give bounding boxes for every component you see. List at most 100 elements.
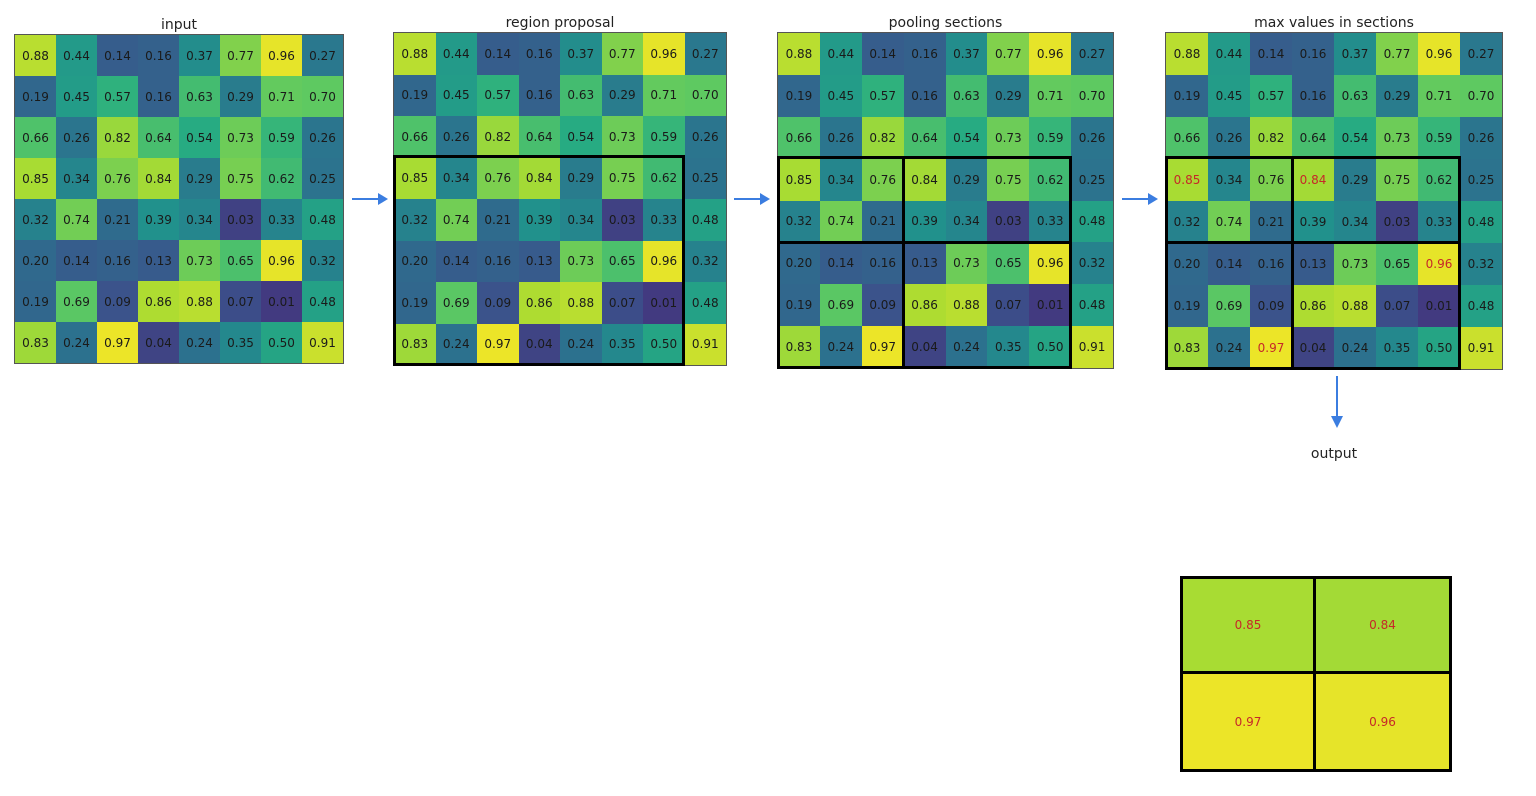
matrix-cell: 0.16	[1292, 75, 1334, 117]
matrix-cell: 0.35	[987, 326, 1030, 368]
matrix-cell: 0.27	[1071, 33, 1113, 75]
matrix-cell: 0.32	[1460, 243, 1502, 285]
matrix-cell: 0.19	[15, 76, 56, 117]
matrix-cell: 0.91	[1071, 326, 1113, 368]
matrix-cell: 0.19	[778, 74, 820, 117]
matrix-cell: 0.16	[518, 33, 560, 75]
matrix-cell: 0.85	[15, 158, 56, 199]
matrix-cell: 0.88	[945, 284, 988, 327]
matrix-cell: 0.83	[15, 322, 56, 363]
matrix-cell: 0.57	[1250, 75, 1292, 117]
output-cell: 0.84	[1316, 579, 1449, 674]
matrix-cell: 0.76	[1250, 159, 1292, 201]
matrix-cell: 0.45	[56, 76, 97, 117]
matrix-cell: 0.48	[1460, 201, 1502, 243]
matrix-cell: 0.26	[819, 116, 862, 159]
matrix-cell: 0.24	[1208, 327, 1250, 369]
region-proposal-grid: 0.88 0.44 0.14 0.16 0.37 0.77 0.96 0.27 0.19 0.45…	[393, 32, 727, 366]
matrix-cell: 0.62	[261, 158, 302, 199]
pooling-sections-grid: 0.88 0.44 0.14 0.16 0.37 0.77 0.96 0.27 0.19 0.45…	[777, 32, 1114, 369]
matrix-cell: 0.13	[138, 240, 179, 281]
matrix-cell: 0.88	[394, 33, 436, 75]
matrix-cell: 0.86	[1292, 285, 1334, 327]
matrix-cell: 0.34	[560, 199, 602, 241]
matrix-cell: 0.45	[1208, 75, 1250, 117]
matrix-cell: 0.14	[819, 242, 862, 285]
matrix-cell: 0.73	[1334, 243, 1376, 285]
matrix-cell: 0.25	[1460, 159, 1502, 201]
output-panel: 0.85 0.84 0.97 0.96	[1180, 576, 1452, 772]
matrix-cell: 0.32	[302, 240, 343, 281]
matrix-cell: 0.75	[1376, 159, 1418, 201]
matrix-cell: 0.59	[1418, 117, 1460, 159]
matrix-cell: 0.84	[518, 157, 560, 199]
matrix-cell: 0.70	[302, 76, 343, 117]
matrix-cell: 0.34	[1334, 201, 1376, 243]
output-cell: 0.97	[1183, 674, 1316, 769]
arrow-down-icon	[1331, 376, 1343, 428]
matrix-cell: 0.62	[643, 157, 685, 199]
matrix-cell: 0.14	[435, 240, 477, 282]
matrix-cell: 0.64	[138, 117, 179, 158]
matrix-cell: 0.82	[477, 116, 519, 158]
matrix-cell: 0.69	[819, 284, 862, 327]
matrix-cell: 0.59	[1029, 116, 1072, 159]
matrix-cell: 0.19	[394, 282, 436, 324]
matrix-cell: 0.29	[1376, 75, 1418, 117]
matrix-cell: 0.54	[560, 116, 602, 158]
matrix-cell: 0.03	[987, 200, 1030, 243]
matrix-cell: 0.24	[56, 322, 97, 363]
matrix-cell: 0.59	[643, 116, 685, 158]
matrix-cell: 0.21	[97, 199, 138, 240]
pooling-sections-title: pooling sections	[888, 15, 1003, 31]
matrix-cell: 0.32	[1166, 201, 1208, 243]
matrix-cell: 0.25	[684, 157, 726, 199]
max-values-panel: max values in sections 0.88 0.44 0.14 0.16 0…	[1165, 15, 1503, 370]
matrix-cell: 0.16	[903, 33, 946, 75]
matrix-cell: 0.39	[138, 199, 179, 240]
matrix-cell: 0.77	[601, 33, 643, 75]
input-title: input	[160, 17, 197, 33]
matrix-cell: 0.35	[220, 322, 261, 363]
matrix-cell: 0.21	[477, 199, 519, 241]
output-grid: 0.85 0.84 0.97 0.96	[1180, 576, 1452, 772]
matrix-cell: 0.74	[819, 200, 862, 243]
matrix-cell: 0.83	[1166, 327, 1208, 369]
matrix-cell: 0.57	[477, 74, 519, 116]
matrix-cell: 0.84	[1292, 159, 1334, 201]
matrix-cell: 0.65	[220, 240, 261, 281]
matrix-cell: 0.34	[945, 200, 988, 243]
matrix-cell: 0.01	[643, 282, 685, 324]
matrix-cell: 0.01	[1418, 285, 1460, 327]
matrix-cell: 0.74	[56, 199, 97, 240]
matrix-cell: 0.76	[477, 157, 519, 199]
max-values-title: max values in sections	[1254, 15, 1414, 31]
matrix-cell: 0.88	[15, 35, 56, 76]
matrix-cell: 0.65	[987, 242, 1030, 285]
matrix-cell: 0.84	[138, 158, 179, 199]
matrix-cell: 0.59	[261, 117, 302, 158]
matrix-cell: 0.64	[518, 116, 560, 158]
matrix-cell: 0.66	[1166, 117, 1208, 159]
matrix-cell: 0.04	[903, 326, 946, 368]
matrix-cell: 0.96	[1029, 33, 1072, 75]
matrix-cell: 0.34	[179, 199, 220, 240]
matrix-cell: 0.85	[778, 158, 820, 201]
matrix-cell: 0.09	[1250, 285, 1292, 327]
matrix-cell: 0.44	[56, 35, 97, 76]
matrix-cell: 0.88	[560, 282, 602, 324]
matrix-cell: 0.62	[1029, 158, 1072, 201]
matrix-cell: 0.14	[1208, 243, 1250, 285]
matrix-cell: 0.26	[1208, 117, 1250, 159]
matrix-cell: 0.33	[1418, 201, 1460, 243]
matrix-cell: 0.44	[1208, 33, 1250, 75]
pooling-sections-panel: pooling sections 0.88 0.44 0.14 0.16 0.37 0.7…	[777, 15, 1114, 369]
region-proposal-title: region proposal	[505, 15, 615, 31]
matrix-cell: 0.64	[1292, 117, 1334, 159]
matrix-cell: 0.16	[97, 240, 138, 281]
matrix-cell: 0.73	[1376, 117, 1418, 159]
matrix-cell: 0.26	[1460, 117, 1502, 159]
output-cell: 0.85	[1183, 579, 1316, 674]
matrix-cell: 0.48	[1071, 284, 1113, 327]
matrix-cell: 0.25	[302, 158, 343, 199]
